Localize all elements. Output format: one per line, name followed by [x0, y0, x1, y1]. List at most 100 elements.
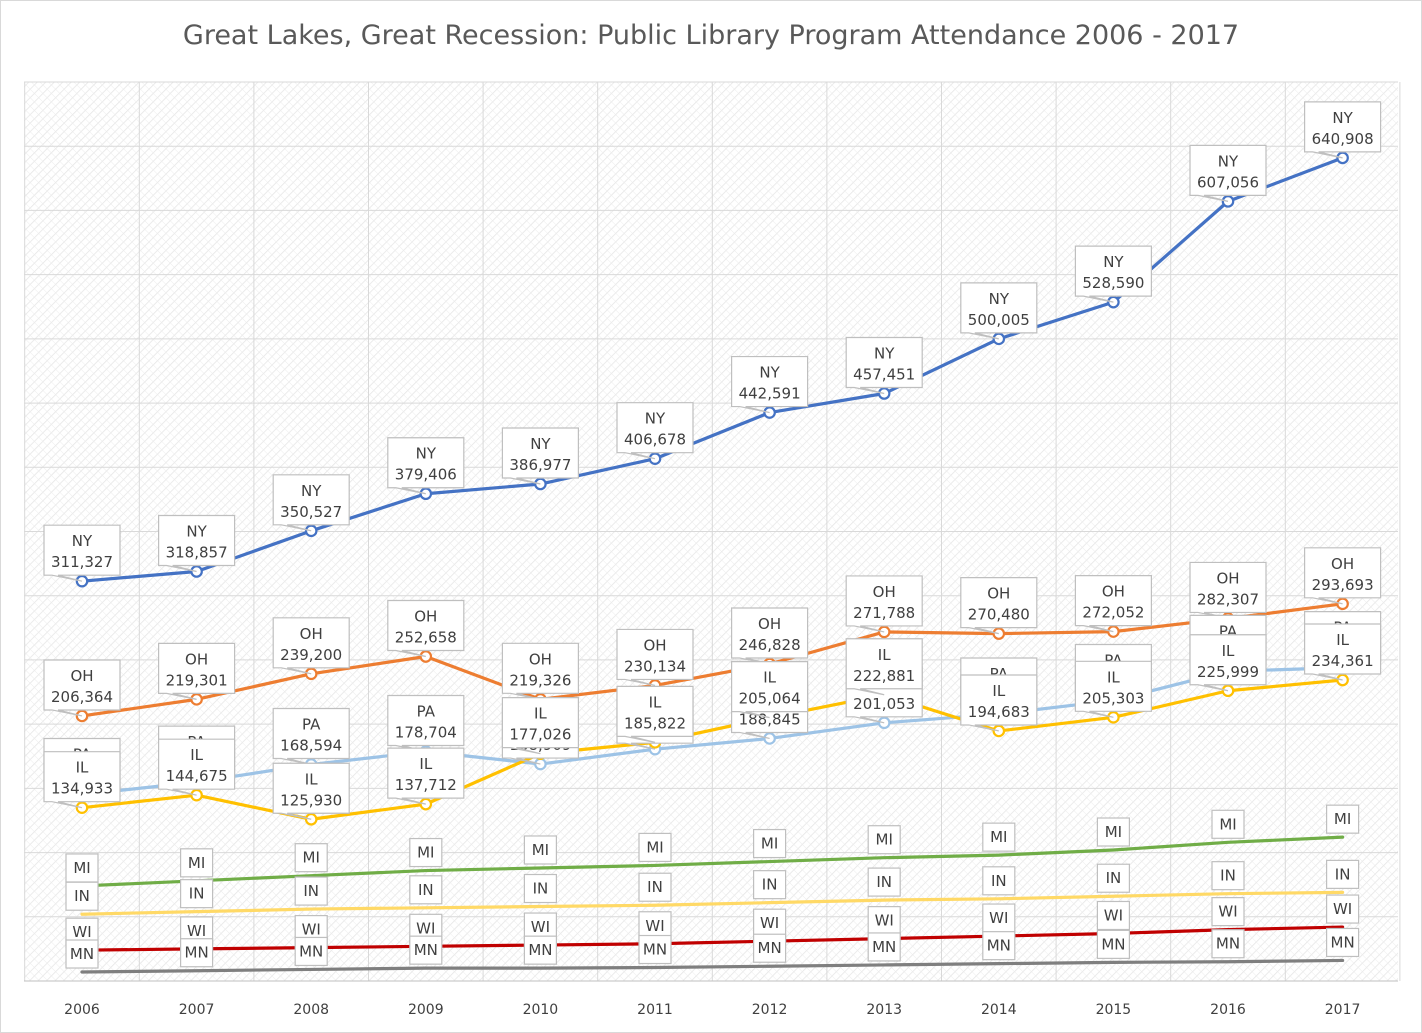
data-label-ny: NY 350,527: [272, 474, 350, 532]
data-label-series-name: NY: [1218, 152, 1239, 170]
data-label-series-name: IN: [762, 876, 778, 894]
data-label-box: [180, 848, 214, 878]
data-label-mn: MN: [638, 934, 672, 965]
data-label-value: 225,999: [1197, 663, 1259, 681]
data-label-series-name: WI: [531, 918, 550, 936]
data-label-value: 246,828: [739, 636, 801, 654]
data-label-box: [1304, 547, 1382, 605]
data-label-series-name: IN: [533, 880, 549, 898]
x-tick-label: 2010: [523, 1002, 559, 1018]
data-label-box: [752, 933, 787, 963]
data-label-box: [1189, 144, 1267, 202]
data-label-oh: OH 230,134: [616, 628, 694, 687]
data-label-pa: PA 178,704: [387, 694, 465, 753]
data-label-box: [523, 835, 558, 865]
data-label-value: 500,005: [968, 311, 1030, 329]
data-label-series-name: MI: [990, 828, 1007, 846]
x-axis: 2006 2007 2008 2009 2010 2011 2012 2013 2014 2015…: [64, 1002, 1360, 1018]
data-label-value: 379,406: [395, 466, 457, 484]
data-label-box: [1096, 817, 1131, 847]
data-label-box: [1304, 623, 1382, 681]
data-label-value: 271,788: [853, 604, 915, 622]
data-label-box: [982, 822, 1016, 852]
data-label-box: [43, 659, 121, 717]
data-label-series-name: PA: [302, 715, 321, 733]
x-tick-label: 2013: [866, 1002, 902, 1018]
data-label-value: 185,822: [624, 714, 686, 732]
data-label-ny: NY 528,590: [1074, 245, 1152, 303]
data-label-box: [867, 867, 901, 897]
data-label-series-name: MN: [414, 941, 438, 959]
data-label-box: [501, 642, 579, 700]
data-label-series-name: IL: [190, 746, 203, 764]
data-label-box: [1211, 861, 1245, 891]
data-label-value: 194,683: [968, 703, 1030, 721]
data-label-series-name: IL: [992, 682, 1005, 700]
data-label-box: [294, 876, 328, 906]
data-label-series-name: NY: [759, 364, 780, 382]
data-label-series-name: IN: [1106, 869, 1122, 887]
data-label-box: [272, 474, 350, 532]
data-label-mn: MN: [1096, 929, 1131, 959]
data-label-series-name: IL: [76, 759, 89, 777]
data-label-box: [1325, 859, 1360, 889]
data-label-in: IN: [1325, 859, 1360, 889]
data-label-series-name: MI: [417, 844, 434, 862]
data-label-series-name: IN: [418, 881, 434, 899]
data-label-ny: NY 640,908: [1304, 101, 1382, 159]
data-label-ny: NY 607,056: [1189, 144, 1267, 202]
data-label-series-name: IL: [763, 669, 776, 687]
data-label-box: [65, 881, 99, 911]
data-label-series-name: WI: [1333, 900, 1352, 918]
data-label-series-name: IL: [1107, 668, 1120, 686]
data-label-mi: MI: [1211, 809, 1245, 839]
data-label-box: [731, 607, 809, 665]
data-label-box: [272, 617, 350, 675]
data-label-box: [1096, 863, 1131, 893]
data-label-series-name: NY: [416, 445, 437, 463]
data-label-series-name: MI: [532, 841, 549, 859]
data-label-oh: OH 272,052: [1074, 575, 1152, 633]
data-label-series-name: MN: [643, 941, 667, 959]
data-label-value: 177,026: [509, 726, 571, 744]
data-label-in: IN: [523, 873, 558, 904]
data-label-pa: PA 168,594: [272, 707, 350, 766]
x-tick-label: 2008: [293, 1002, 329, 1018]
data-label-wi: WI: [752, 908, 787, 938]
data-label-mn: MN: [409, 935, 443, 965]
data-label-value: 270,480: [968, 606, 1030, 624]
data-label-series-name: IN: [1220, 867, 1236, 885]
data-label-il: IL 205,303: [1074, 660, 1152, 718]
data-label-series-name: PA: [417, 702, 436, 720]
data-label-value: 178,704: [395, 723, 457, 741]
data-label-mi: MI: [638, 832, 672, 863]
data-label-series-name: IN: [991, 872, 1007, 890]
data-label-mi: MI: [1096, 817, 1131, 847]
data-label-value: 442,591: [739, 385, 801, 403]
data-label-box: [616, 628, 694, 687]
data-label-box: [752, 870, 787, 900]
data-label-value: 350,527: [280, 503, 342, 521]
data-label-value: 386,977: [509, 456, 571, 474]
series-line-mi: [80, 835, 1345, 888]
data-label-box: [523, 935, 558, 965]
x-tick-label: 2012: [752, 1002, 788, 1018]
data-label-series-name: IL: [878, 646, 891, 664]
x-tick-label: 2006: [64, 1002, 100, 1018]
data-label-mn: MN: [294, 936, 328, 967]
data-label-series-name: MN: [528, 941, 552, 959]
data-label-value: 144,675: [166, 767, 228, 785]
data-label-series-name: OH: [300, 625, 323, 643]
data-label-series-name: MN: [299, 942, 323, 960]
data-label-value: 406,678: [624, 431, 686, 449]
data-label-in: IN: [294, 876, 328, 906]
data-label-box: [294, 843, 328, 873]
data-label-box: [638, 832, 672, 863]
data-label-series-name: MI: [1219, 815, 1236, 833]
data-label-value: 168,594: [280, 736, 342, 754]
data-label-box: [272, 707, 350, 766]
data-label-oh: OH 293,693: [1304, 547, 1382, 605]
data-label-mi: MI: [65, 853, 99, 883]
data-label-value: 125,930: [280, 791, 342, 809]
data-label-series-name: IN: [1335, 865, 1351, 883]
